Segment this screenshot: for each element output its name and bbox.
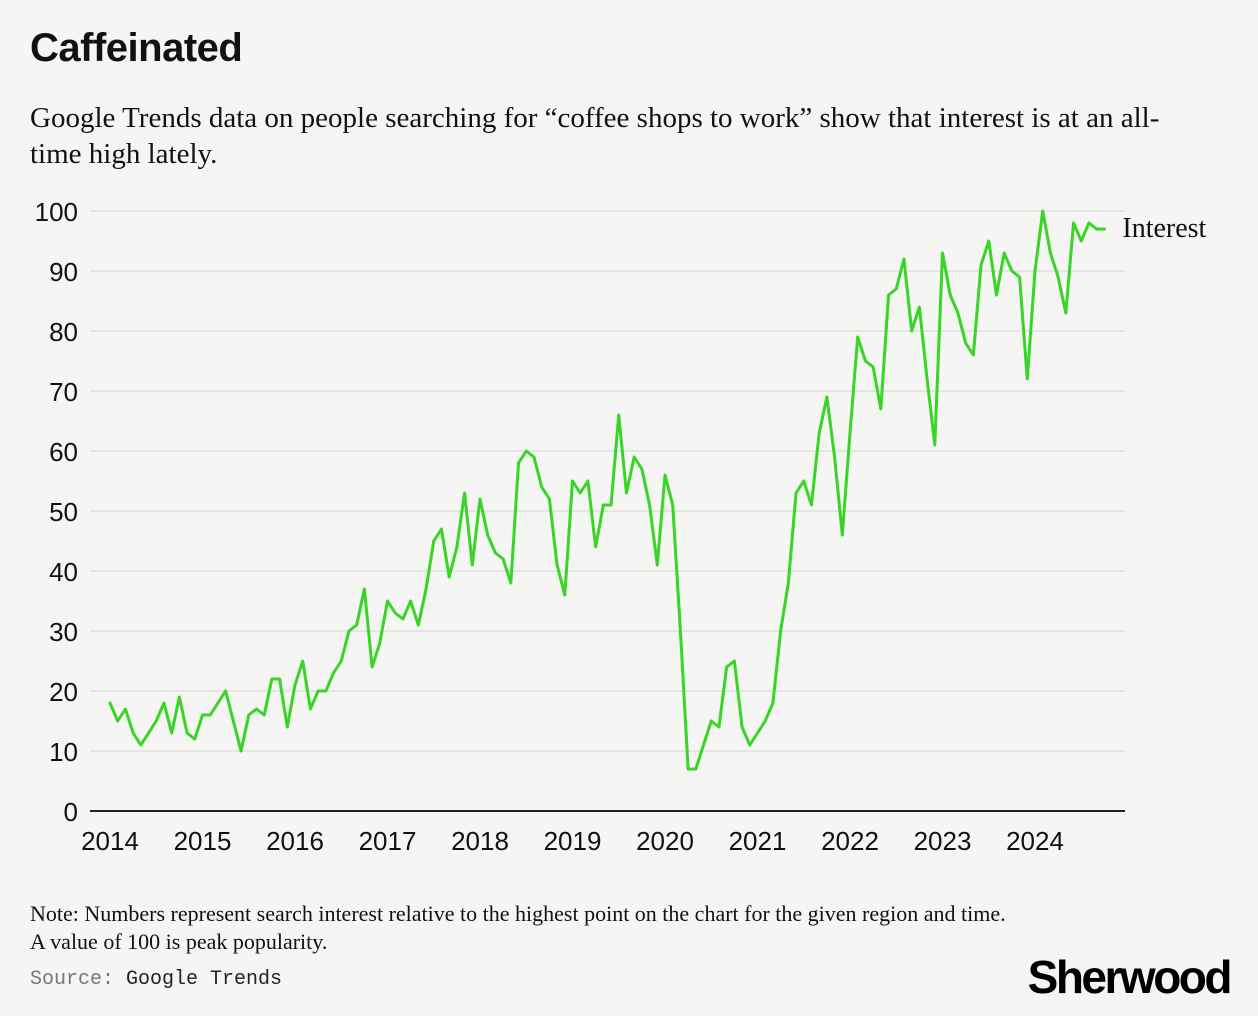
y-tick-label: 60	[49, 437, 78, 467]
y-tick-label: 50	[49, 497, 78, 527]
y-tick-label: 10	[49, 737, 78, 767]
y-tick-label: 90	[49, 257, 78, 287]
y-tick-label: 20	[49, 677, 78, 707]
x-tick-label: 2023	[914, 826, 972, 856]
sherwood-logo: Sherwood	[1027, 951, 1233, 1003]
x-tick-label: 2015	[174, 826, 232, 856]
y-tick-label: 70	[49, 377, 78, 407]
x-tick-label: 2014	[81, 826, 139, 856]
y-tick-label: 0	[64, 797, 78, 827]
x-tick-label: 2024	[1006, 826, 1064, 856]
y-tick-label: 30	[49, 617, 78, 647]
x-tick-label: 2017	[359, 826, 417, 856]
line-chart: 0 10 20 30 40 50 60 70 80 90 100 2014 2015 2016 2017 20…	[35, 197, 1207, 856]
x-tick-label: 2022	[821, 826, 879, 856]
chart-note: Note: Numbers represent search interest …	[30, 901, 1006, 954]
x-tick-label: 2021	[729, 826, 787, 856]
x-tick-label: 2016	[266, 826, 324, 856]
y-tick-label: 40	[49, 557, 78, 587]
x-tick-label: 2020	[636, 826, 694, 856]
x-tick-label: 2019	[544, 826, 602, 856]
y-tick-label: 80	[49, 317, 78, 347]
source-line: Source: Google Trends	[30, 968, 282, 991]
chart-title: Caffeinated	[30, 26, 243, 70]
x-tick-label: 2018	[451, 826, 509, 856]
series-line-interest	[108, 209, 1106, 771]
y-tick-label: 100	[35, 197, 78, 227]
series-label-interest: Interest	[1122, 213, 1206, 244]
source-label: Source:	[30, 968, 115, 991]
source-value: Google Trends	[126, 968, 283, 991]
chart-subtitle: Google Trends data on people searching f…	[30, 102, 1160, 170]
